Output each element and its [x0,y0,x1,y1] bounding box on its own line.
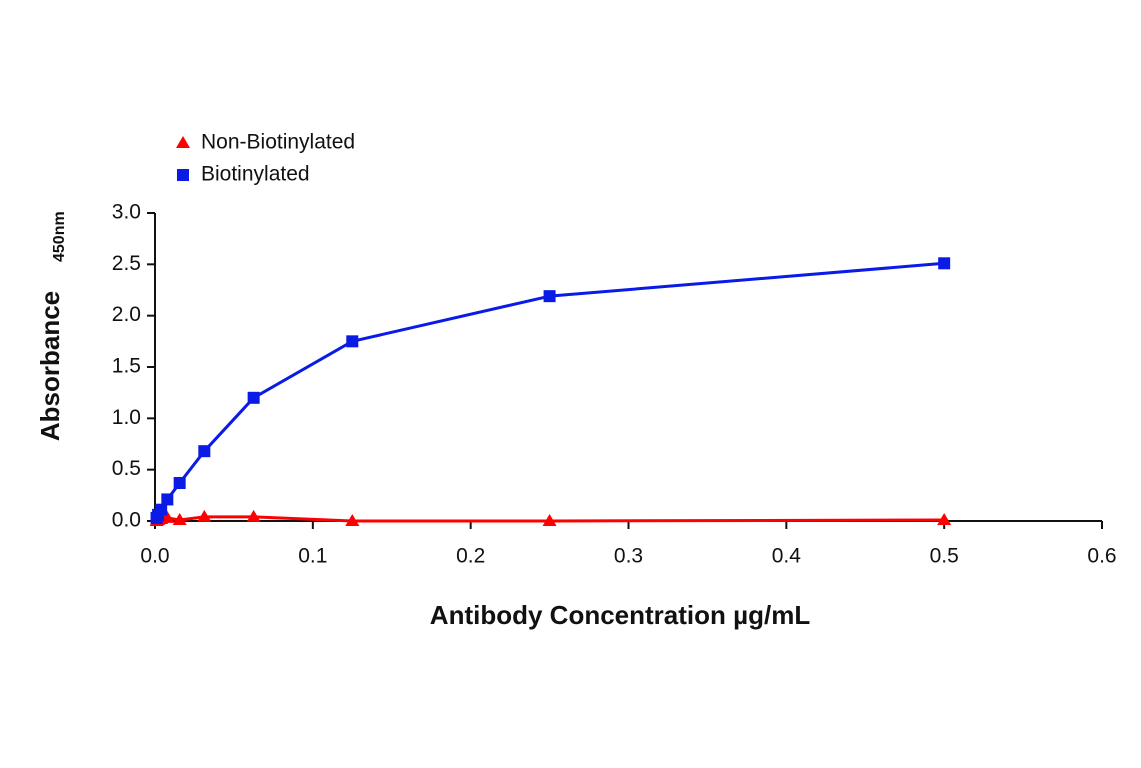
x-tick-label: 0.4 [772,545,802,568]
x-axis-label: Antibody Concentration µg/mL [430,600,811,630]
x-tick-label: 0.6 [1087,545,1116,568]
x-tick-label: 0.3 [614,545,643,568]
data-point [155,503,168,516]
legend-label: Non-Biotinylated [201,131,355,154]
x-tick-label: 0.2 [456,545,485,568]
y-tick-label: 0.5 [112,457,141,480]
data-point [543,290,556,303]
y-tick-label: 3.0 [112,201,141,224]
data-point [197,509,212,522]
y-tick-label: 2.0 [112,303,141,326]
data-point [937,512,952,525]
data-point [161,493,174,506]
x-tick-label: 0.0 [140,545,169,568]
y-axis-label: Absorbance [35,291,65,441]
data-point [938,257,951,270]
data-point [346,335,359,348]
legend-label: Biotinylated [201,163,310,186]
y-tick-label: 1.5 [112,355,141,378]
data-point [172,512,187,525]
y-axis-label-group: Absorbance 450nm [35,211,68,441]
data-point [246,509,261,522]
legend-marker [176,136,190,148]
data-point [173,477,186,490]
data-point [542,514,557,526]
y-tick-label: 2.5 [112,252,141,275]
legend-marker [177,169,189,181]
y-tick-label: 1.0 [112,406,141,429]
x-tick-label: 0.5 [930,545,959,568]
data-point [198,445,211,458]
y-axis-label-subscript: 450nm [51,211,68,262]
data-point [345,514,360,526]
data-point [247,391,260,404]
y-tick-label: 0.0 [112,509,141,532]
x-tick-label: 0.1 [298,545,327,568]
